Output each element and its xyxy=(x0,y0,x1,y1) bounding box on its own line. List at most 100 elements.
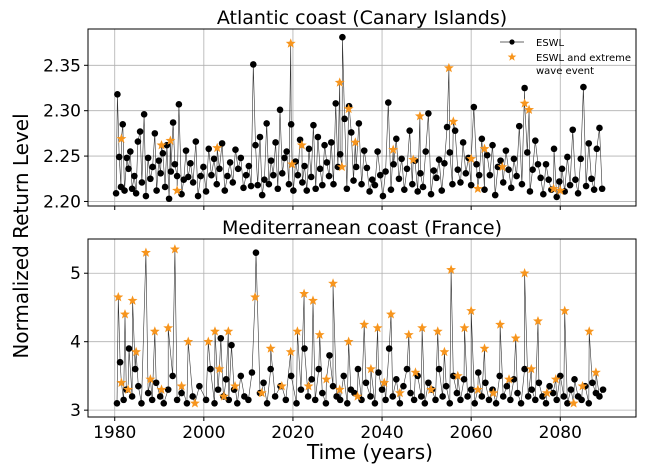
eswl-point xyxy=(360,147,368,154)
eswl-point xyxy=(228,341,235,349)
eswl-point xyxy=(532,396,539,404)
eswl-point xyxy=(464,393,471,400)
eswl-point xyxy=(194,192,202,200)
extreme-wave-point xyxy=(149,326,160,336)
legend-extreme-label-2: wave event xyxy=(536,66,594,77)
extreme-wave-point xyxy=(334,77,345,87)
eswl-point xyxy=(588,175,595,183)
eswl-point xyxy=(435,156,443,164)
eswl-point xyxy=(462,170,470,177)
extreme-wave-point xyxy=(285,38,296,48)
extreme-wave-point xyxy=(183,336,194,346)
extreme-wave-point xyxy=(156,384,167,394)
eswl-point xyxy=(165,195,173,203)
extreme-wave-point xyxy=(145,374,156,384)
eswl-point xyxy=(258,191,266,199)
eswl-point xyxy=(521,365,528,373)
eswl-point xyxy=(524,393,532,400)
eswl-point xyxy=(363,164,371,172)
eswl-point xyxy=(329,382,337,390)
plot-frame xyxy=(87,28,637,207)
extreme-wave-point xyxy=(488,387,499,398)
eswl-point xyxy=(131,365,139,373)
eswl-point xyxy=(175,101,183,108)
extreme-wave-point xyxy=(466,153,477,164)
eswl-point xyxy=(510,155,518,163)
eswl-point xyxy=(217,334,225,342)
eswl-point xyxy=(352,163,360,171)
extreme-wave-point xyxy=(388,144,399,154)
eswl-point xyxy=(178,190,185,198)
eswl-point xyxy=(282,396,290,404)
eswl-point xyxy=(497,157,504,164)
eswl-point xyxy=(382,168,389,175)
extreme-wave-point xyxy=(472,384,483,394)
eswl-point xyxy=(582,182,590,190)
extreme-wave-point xyxy=(466,305,477,316)
extreme-wave-point xyxy=(343,103,354,114)
eswl-point xyxy=(327,139,335,146)
extreme-wave-point xyxy=(223,326,234,336)
extreme-wave-point xyxy=(452,370,463,381)
eswl-point xyxy=(278,170,286,177)
eswl-point xyxy=(336,396,344,404)
eswl-point xyxy=(382,396,389,404)
eswl-point xyxy=(414,188,421,195)
eswl-point xyxy=(371,181,379,189)
extreme-wave-point xyxy=(568,398,579,408)
eswl-point xyxy=(140,111,148,118)
extreme-wave-point xyxy=(555,185,566,195)
legend-eswl-marker xyxy=(509,39,515,45)
extreme-wave-point xyxy=(510,333,521,343)
eswl-point xyxy=(159,150,167,157)
x-tick-label: 1980 xyxy=(93,423,136,443)
eswl-point xyxy=(393,376,400,383)
extreme-wave-point xyxy=(172,185,183,195)
eswl-point xyxy=(314,133,322,141)
eswl-point xyxy=(265,180,273,188)
extreme-wave-point xyxy=(584,326,595,336)
eswl-point xyxy=(153,187,160,194)
eswl-point xyxy=(407,389,414,397)
eswl-point xyxy=(310,121,317,129)
series-line xyxy=(116,249,604,405)
eswl-point xyxy=(569,126,577,134)
eswl-point xyxy=(312,185,319,193)
eswl-point xyxy=(526,188,534,195)
eswl-point xyxy=(362,379,370,387)
extreme-wave-point xyxy=(365,363,376,374)
eswl-point xyxy=(571,376,578,383)
eswl-point xyxy=(585,140,593,147)
eswl-point xyxy=(513,172,520,180)
eswl-point xyxy=(144,389,152,397)
eswl-point xyxy=(183,400,191,407)
extreme-wave-point xyxy=(214,363,225,374)
eswl-point xyxy=(409,180,416,188)
eswl-point xyxy=(350,177,357,184)
extreme-wave-point xyxy=(524,104,535,114)
eswl-point xyxy=(401,186,408,193)
eswl-point xyxy=(558,165,566,173)
eswl-point xyxy=(425,379,432,387)
eswl-point xyxy=(366,188,373,195)
extreme-wave-point xyxy=(163,322,174,333)
eswl-point xyxy=(307,173,315,181)
eswl-point xyxy=(252,249,260,256)
extreme-wave-point xyxy=(308,295,318,305)
eswl-point xyxy=(260,379,267,387)
extreme-wave-point xyxy=(446,264,457,275)
extreme-wave-point xyxy=(577,380,588,391)
extreme-wave-point xyxy=(113,291,124,302)
panel-title: Atlantic coast (Canary Islands) xyxy=(217,7,507,29)
eswl-point xyxy=(473,160,480,168)
eswl-point xyxy=(202,396,210,404)
extreme-wave-point xyxy=(448,116,459,126)
extreme-wave-point xyxy=(140,247,151,257)
eswl-point xyxy=(589,379,596,387)
eswl-point xyxy=(446,400,454,407)
eswl-point xyxy=(161,183,169,191)
eswl-point xyxy=(224,172,231,180)
eswl-point xyxy=(252,141,259,149)
extreme-wave-point xyxy=(303,380,314,391)
